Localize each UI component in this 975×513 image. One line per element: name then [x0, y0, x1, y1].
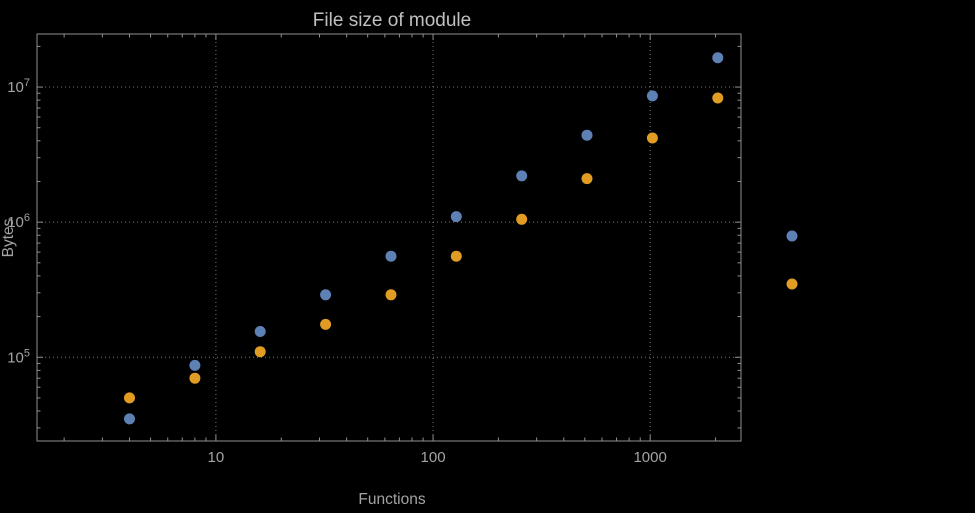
legend	[786, 230, 798, 290]
y-tick-label: 106	[7, 212, 30, 231]
data-point-series-2	[646, 132, 658, 144]
x-tick-label: 10	[208, 449, 225, 466]
data-point-series-2	[581, 173, 593, 185]
gridlines	[37, 34, 741, 441]
data-point-series-2	[124, 392, 135, 404]
legend-marker-series-1	[786, 230, 798, 242]
data-points	[124, 52, 724, 425]
data-point-series-1	[450, 211, 462, 223]
data-point-series-1	[516, 170, 528, 182]
data-point-series-2	[516, 213, 528, 225]
data-point-series-2	[254, 346, 266, 358]
y-tick-label: 107	[7, 77, 30, 96]
data-point-series-1	[124, 413, 135, 425]
plot-frame	[36, 33, 742, 442]
data-point-series-1	[254, 326, 266, 337]
y-axis-label: Bytes	[0, 218, 17, 257]
x-axis-label: Functions	[358, 491, 425, 508]
data-point-series-1	[385, 250, 397, 262]
data-point-series-1	[646, 90, 658, 102]
tick-marks	[37, 34, 741, 441]
legend-marker-series-2	[786, 278, 798, 290]
tick-labels: 10 100 1000 105 106 107	[7, 77, 667, 466]
y-tick-label: 105	[7, 347, 30, 366]
data-point-series-1	[320, 289, 332, 301]
data-point-series-2	[385, 289, 397, 301]
data-point-series-2	[450, 250, 462, 262]
data-point-series-2	[712, 92, 724, 104]
data-point-series-1	[581, 129, 593, 141]
data-point-series-2	[189, 372, 201, 384]
data-point-series-2	[320, 318, 332, 330]
x-tick-label: 1000	[633, 449, 666, 466]
x-tick-label: 100	[421, 449, 446, 466]
chart-title: File size of module	[313, 10, 471, 31]
data-point-series-1	[189, 359, 201, 371]
data-point-series-1	[712, 52, 724, 64]
